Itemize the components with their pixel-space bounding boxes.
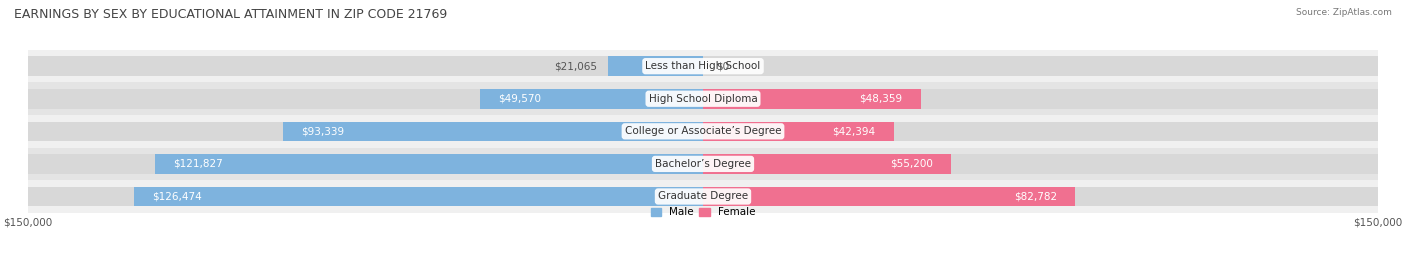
- Text: $93,339: $93,339: [301, 126, 344, 136]
- Legend: Male, Female: Male, Female: [651, 207, 755, 218]
- Text: Bachelor’s Degree: Bachelor’s Degree: [655, 159, 751, 169]
- Text: $48,359: $48,359: [859, 94, 903, 104]
- Bar: [155, 154, 703, 174]
- Text: $126,474: $126,474: [152, 191, 201, 202]
- Text: $21,065: $21,065: [554, 61, 598, 71]
- Bar: [703, 154, 1378, 174]
- Bar: [703, 122, 894, 141]
- Bar: [28, 115, 1378, 148]
- Bar: [28, 56, 703, 76]
- Text: $55,200: $55,200: [890, 159, 934, 169]
- Bar: [703, 187, 1076, 206]
- Bar: [703, 154, 952, 174]
- Text: $82,782: $82,782: [1014, 191, 1057, 202]
- Text: High School Diploma: High School Diploma: [648, 94, 758, 104]
- Bar: [703, 122, 1378, 141]
- Bar: [28, 122, 703, 141]
- Bar: [28, 83, 1378, 115]
- Bar: [28, 148, 1378, 180]
- Text: EARNINGS BY SEX BY EDUCATIONAL ATTAINMENT IN ZIP CODE 21769: EARNINGS BY SEX BY EDUCATIONAL ATTAINMEN…: [14, 8, 447, 21]
- Bar: [28, 154, 703, 174]
- Bar: [703, 89, 921, 109]
- Bar: [703, 89, 1378, 109]
- Text: $49,570: $49,570: [498, 94, 541, 104]
- Bar: [703, 56, 1378, 76]
- Text: Source: ZipAtlas.com: Source: ZipAtlas.com: [1296, 8, 1392, 17]
- Bar: [479, 89, 703, 109]
- Bar: [28, 89, 703, 109]
- Text: $121,827: $121,827: [173, 159, 222, 169]
- Text: Graduate Degree: Graduate Degree: [658, 191, 748, 202]
- Text: $0: $0: [717, 61, 730, 71]
- Text: Less than High School: Less than High School: [645, 61, 761, 71]
- Bar: [28, 180, 1378, 213]
- Bar: [609, 56, 703, 76]
- Bar: [28, 50, 1378, 83]
- Text: $42,394: $42,394: [832, 126, 876, 136]
- Bar: [134, 187, 703, 206]
- Bar: [703, 187, 1378, 206]
- Bar: [283, 122, 703, 141]
- Bar: [28, 187, 703, 206]
- Text: College or Associate’s Degree: College or Associate’s Degree: [624, 126, 782, 136]
